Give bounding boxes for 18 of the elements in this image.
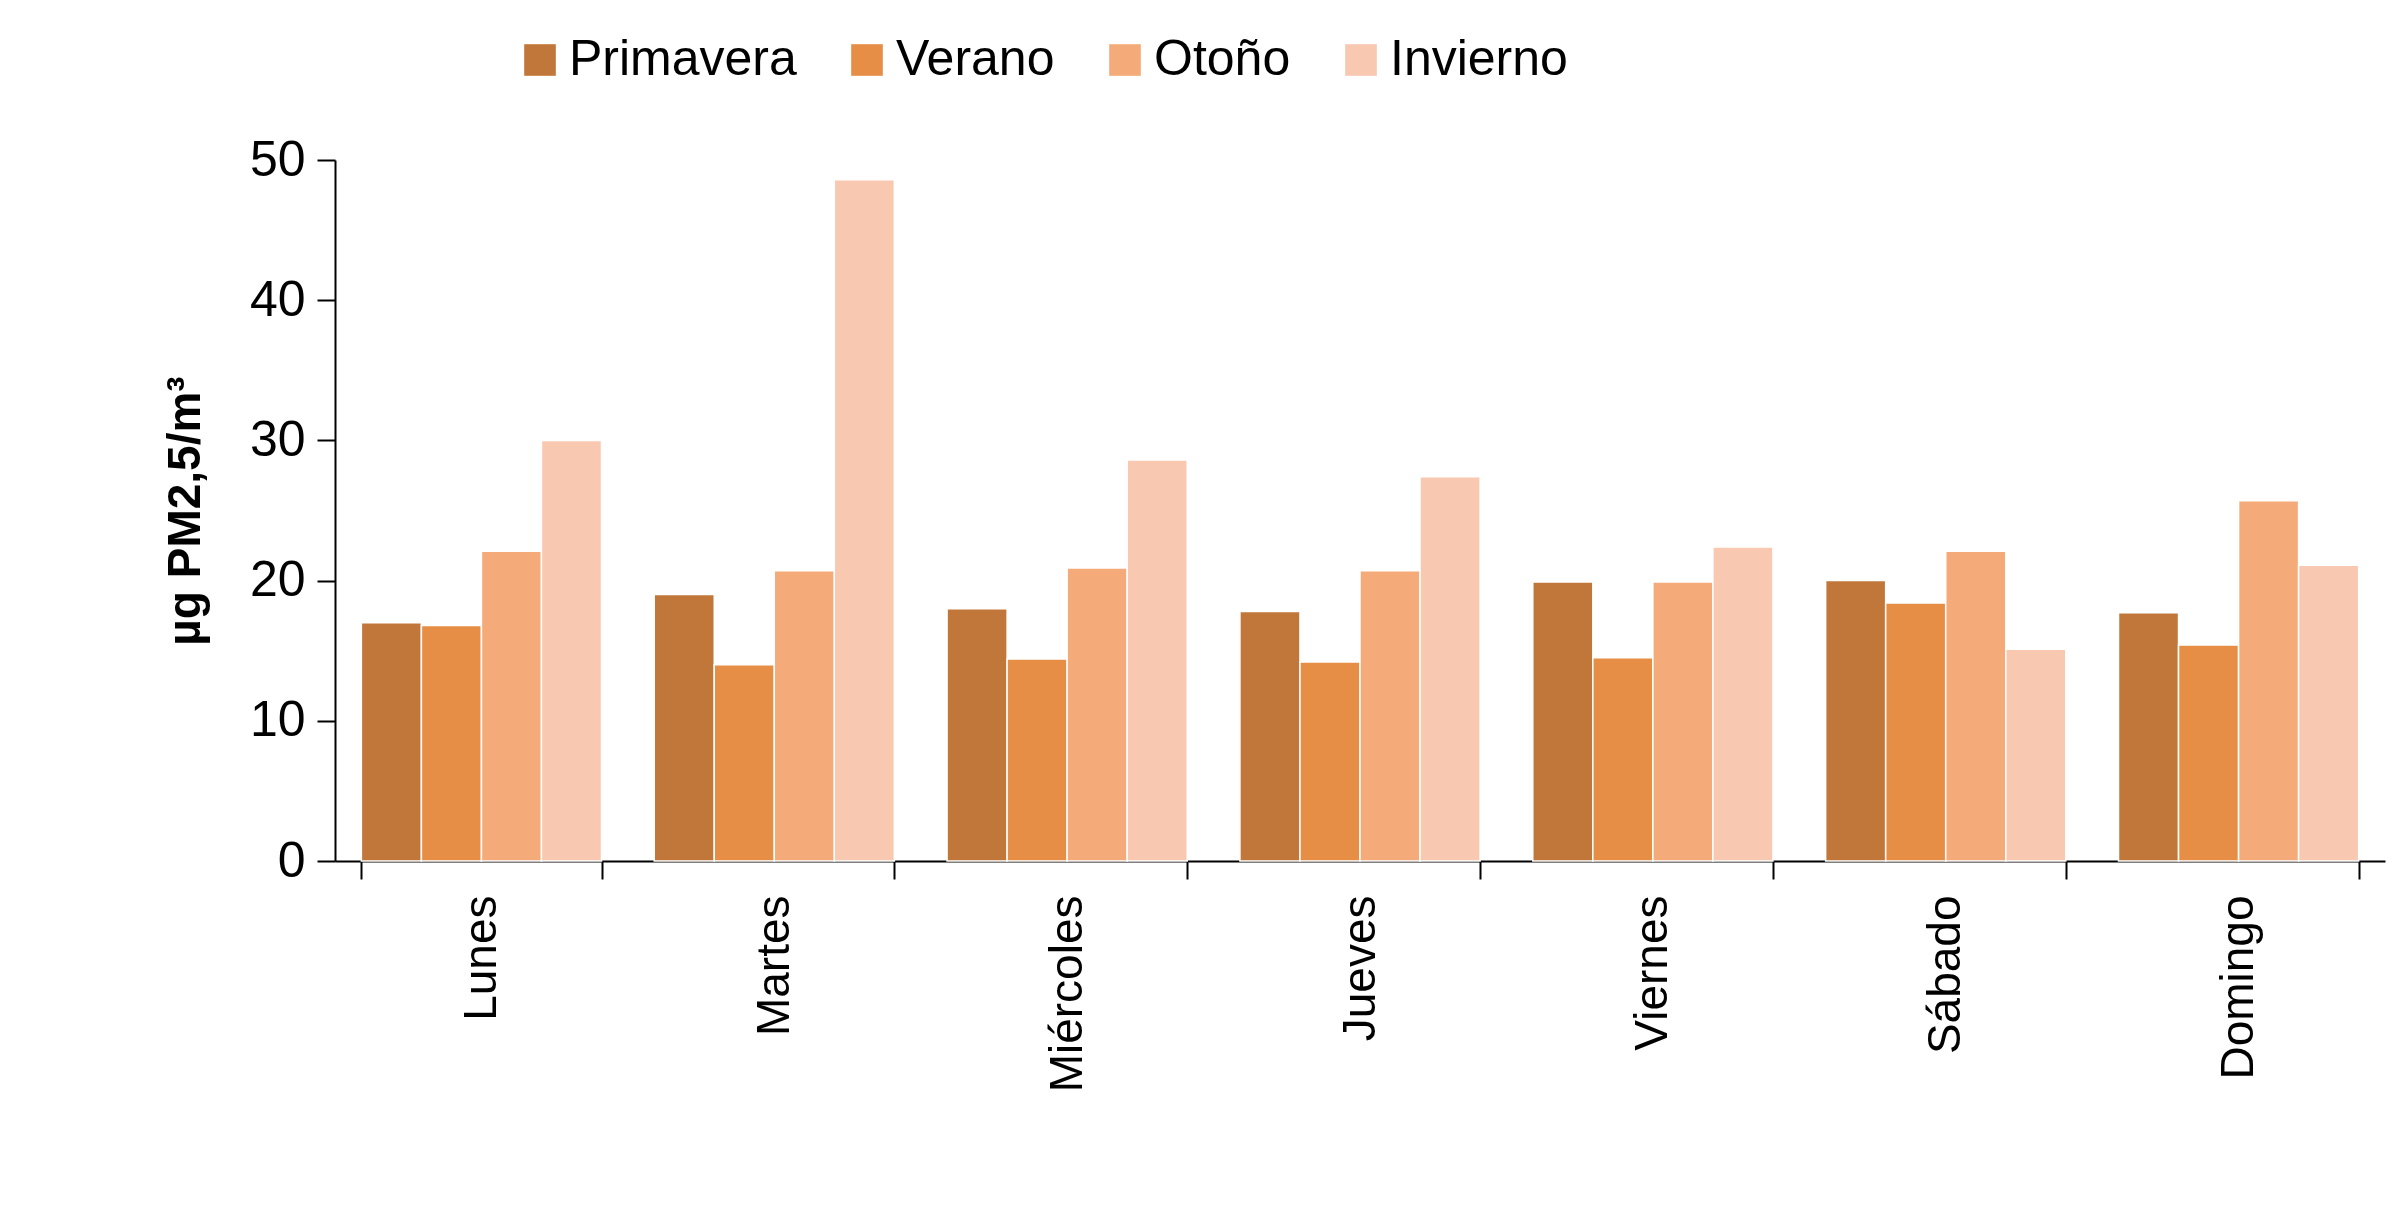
- y-tick-label: 30: [249, 410, 306, 467]
- x-tick-label: Miércoles: [1039, 895, 1092, 1093]
- y-tick-label: 10: [249, 691, 306, 748]
- legend-label: Invierno: [1390, 30, 1568, 86]
- y-tick-label: 40: [249, 270, 306, 327]
- y-tick-label: 50: [249, 130, 306, 187]
- y-tick-label: 20: [249, 551, 306, 608]
- x-tick-label: Sábado: [1918, 895, 1971, 1055]
- x-tick-label: Domingo: [2211, 895, 2264, 1080]
- legend-label: Primavera: [569, 30, 798, 86]
- y-axis-title: µg PM2,5/m³: [157, 376, 210, 646]
- legend-label: Otoño: [1154, 30, 1291, 86]
- x-tick-label: Viernes: [1625, 895, 1678, 1051]
- x-tick-label: Jueves: [1332, 895, 1385, 1042]
- x-tick-label: Martes: [746, 895, 799, 1037]
- legend-label: Verano: [896, 30, 1055, 86]
- y-tick-label: 0: [277, 831, 306, 888]
- x-tick-label: Lunes: [453, 895, 506, 1021]
